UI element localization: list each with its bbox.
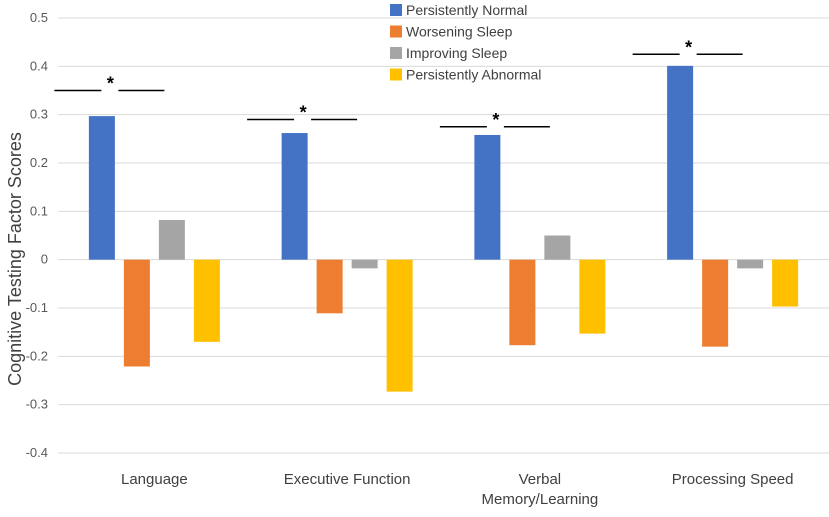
x-category-label: Processing Speed <box>672 471 794 488</box>
y-tick-label: -0.4 <box>26 445 48 460</box>
y-tick-label: -0.1 <box>26 300 48 315</box>
y-tick-label: 0.3 <box>30 107 48 122</box>
gridlines <box>58 17 829 454</box>
x-category-label: Executive Function <box>284 471 411 488</box>
bar <box>351 259 378 269</box>
legend-swatch <box>390 25 402 38</box>
y-tick-label: 0.5 <box>30 10 48 25</box>
significance-star: * <box>492 110 499 130</box>
bar <box>123 259 150 367</box>
x-axis-categories: Language Executive Function Verbal Memory/L… <box>121 471 794 508</box>
significance-annotations: * * * * <box>54 37 743 130</box>
x-category-label: Verbal <box>519 471 562 488</box>
y-axis-label: Cognitive Testing Factor Scores <box>5 132 25 386</box>
x-category-label: Language <box>121 471 188 488</box>
bar <box>193 259 220 342</box>
y-tick-label: 0.1 <box>30 203 48 218</box>
bar <box>702 259 729 347</box>
bar <box>474 134 501 260</box>
y-tick-label: 0.2 <box>30 155 48 170</box>
bar <box>386 259 413 392</box>
legend-swatch <box>390 47 402 59</box>
significance-star: * <box>685 37 692 57</box>
x-category-label: Memory/Learning <box>482 491 599 508</box>
legend-swatch <box>390 4 402 16</box>
legend-label: Worsening Sleep <box>406 24 513 40</box>
bar <box>772 259 799 307</box>
bar <box>509 259 536 346</box>
y-tick-label: 0 <box>41 252 48 267</box>
y-axis-ticks: 0.5 0.4 0.3 0.2 0.1 0 -0.1 -0.2 -0.3 -0.4 <box>26 10 48 460</box>
bar <box>316 259 343 314</box>
bar <box>281 133 308 260</box>
significance-star: * <box>107 74 114 94</box>
bar <box>667 65 694 260</box>
y-tick-label: -0.2 <box>26 348 48 363</box>
legend-label: Persistently Abnormal <box>406 67 541 83</box>
legend-label: Improving Sleep <box>406 45 507 61</box>
y-tick-label: 0.4 <box>30 58 48 73</box>
significance-star: * <box>300 103 307 123</box>
bars <box>88 65 799 392</box>
bar <box>158 220 185 260</box>
bar <box>579 259 606 334</box>
legend-swatch <box>390 68 402 81</box>
y-tick-label: -0.3 <box>26 397 48 412</box>
legend: Persistently Normal Worsening Sleep Improv… <box>390 2 541 83</box>
bar <box>737 259 764 269</box>
legend-label: Persistently Normal <box>406 2 527 18</box>
bar <box>544 235 571 260</box>
bar <box>88 116 115 260</box>
